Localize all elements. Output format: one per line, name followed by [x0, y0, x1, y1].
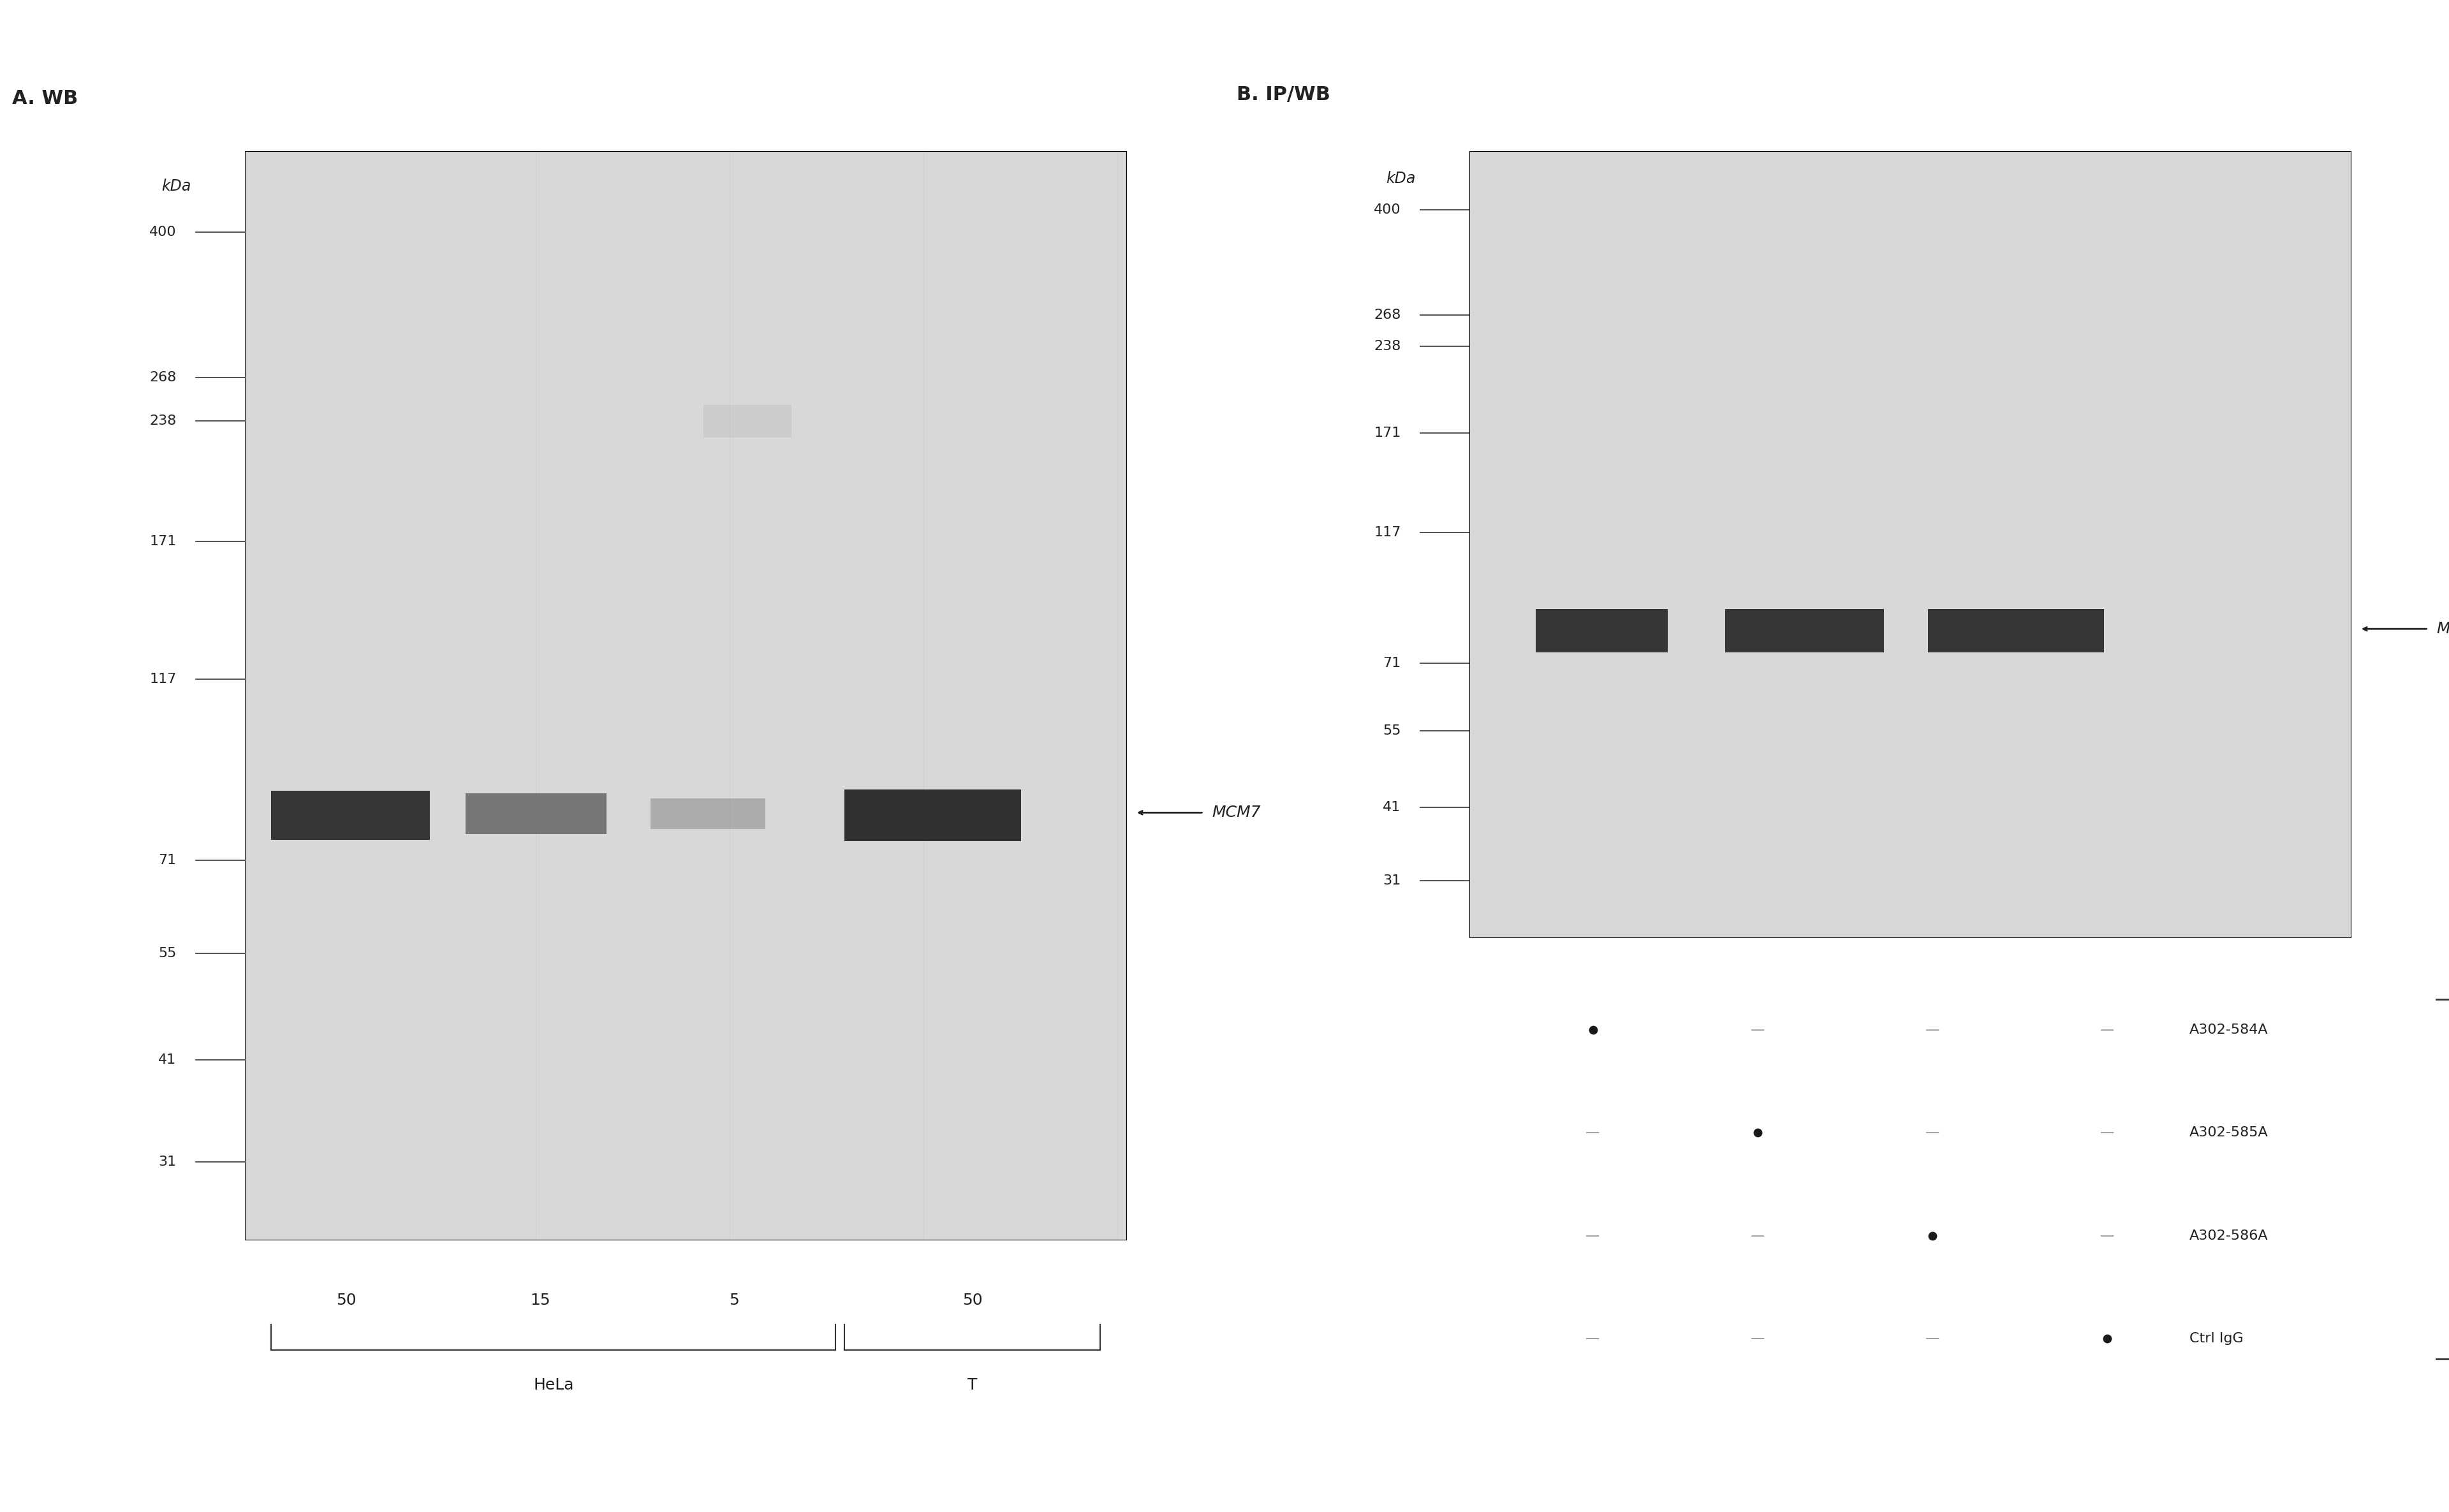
Text: kDa: kDa	[1386, 171, 1416, 186]
Text: A302-586A: A302-586A	[2189, 1229, 2268, 1241]
Text: —: —	[2099, 1024, 2113, 1036]
Text: 400: 400	[149, 225, 176, 239]
Text: 41: 41	[159, 1054, 176, 1066]
Text: 50: 50	[962, 1293, 982, 1308]
Bar	[651, 798, 764, 829]
Text: 268: 268	[1374, 308, 1401, 321]
Text: 15: 15	[529, 1293, 551, 1308]
Text: A. WB: A. WB	[12, 89, 78, 107]
Text: HeLa: HeLa	[534, 1377, 573, 1393]
Text: T: T	[967, 1377, 977, 1393]
Text: MCM7: MCM7	[2437, 621, 2449, 637]
Text: 55: 55	[1384, 724, 1401, 736]
Text: A302-585A: A302-585A	[2189, 1126, 2268, 1139]
Text: 31: 31	[159, 1155, 176, 1169]
Text: A302-584A: A302-584A	[2189, 1024, 2268, 1036]
Bar	[1536, 609, 1668, 653]
Text: —: —	[1751, 1229, 1766, 1241]
Point	[2087, 1326, 2126, 1350]
Text: 71: 71	[159, 854, 176, 866]
Text: 400: 400	[1374, 204, 1401, 216]
Text: 31: 31	[1384, 874, 1401, 888]
Text: —: —	[1751, 1024, 1766, 1036]
Text: 50: 50	[336, 1293, 358, 1308]
Bar	[1927, 609, 2104, 653]
Bar	[272, 791, 431, 839]
Text: 117: 117	[149, 673, 176, 685]
Text: 238: 238	[1374, 340, 1401, 352]
Text: —: —	[1751, 1332, 1766, 1344]
Text: 238: 238	[149, 414, 176, 428]
Text: —: —	[1585, 1332, 1599, 1344]
Bar	[465, 794, 607, 835]
Text: 5: 5	[730, 1293, 740, 1308]
Bar	[845, 789, 1021, 841]
Text: —: —	[1925, 1126, 1940, 1139]
Text: 171: 171	[149, 535, 176, 547]
Text: 41: 41	[1384, 801, 1401, 813]
Text: —: —	[2099, 1229, 2113, 1241]
Text: —: —	[1585, 1229, 1599, 1241]
Text: 71: 71	[1384, 658, 1401, 670]
Bar	[1724, 609, 1883, 653]
Point	[1739, 1120, 1778, 1145]
Text: 55: 55	[159, 947, 176, 960]
Text: MCM7: MCM7	[1212, 804, 1261, 821]
Text: 268: 268	[149, 372, 176, 384]
Text: —: —	[1925, 1024, 1940, 1036]
Text: 171: 171	[1374, 426, 1401, 438]
Text: B. IP/WB: B. IP/WB	[1237, 86, 1330, 104]
Point	[1913, 1223, 1952, 1247]
Text: —: —	[2099, 1126, 2113, 1139]
Text: —: —	[1925, 1332, 1940, 1344]
Bar	[703, 405, 791, 437]
Text: Ctrl IgG: Ctrl IgG	[2189, 1332, 2243, 1344]
Point	[1572, 1018, 1611, 1042]
Text: —: —	[1585, 1126, 1599, 1139]
Text: 117: 117	[1374, 526, 1401, 538]
Text: kDa: kDa	[162, 178, 191, 194]
